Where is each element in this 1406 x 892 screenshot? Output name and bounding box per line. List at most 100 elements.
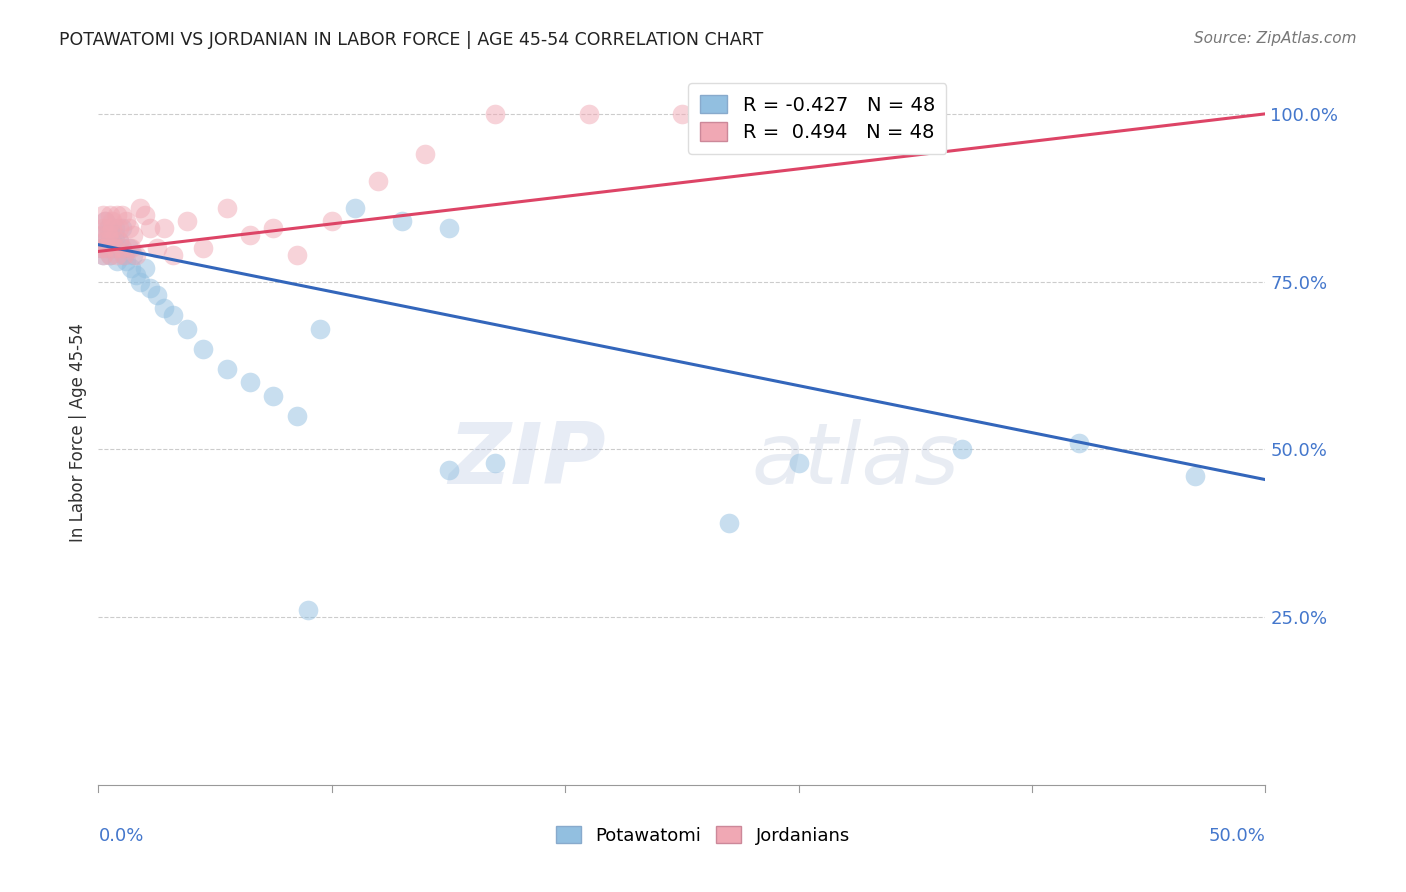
Point: [120, 261, 142, 276]
Y-axis label: In Labor Force | Age 45-54: In Labor Force | Age 45-54: [69, 323, 87, 542]
Point: [578, 107, 600, 121]
Point: [91, 221, 114, 235]
Point: [98, 207, 121, 221]
Point: [904, 107, 927, 121]
Point: [239, 227, 262, 242]
Point: [262, 221, 284, 235]
Point: [105, 248, 128, 262]
Point: [367, 174, 389, 188]
Point: [120, 241, 142, 255]
Point: [90, 241, 112, 255]
Point: [146, 288, 169, 302]
Point: [108, 221, 131, 235]
Point: [437, 462, 460, 476]
Text: 0.0%: 0.0%: [98, 827, 143, 846]
Point: [1184, 469, 1206, 483]
Point: [122, 248, 145, 262]
Point: [717, 516, 740, 531]
Legend: Potawatomi, Jordanians: Potawatomi, Jordanians: [548, 819, 858, 852]
Point: [134, 261, 156, 276]
Point: [101, 235, 124, 249]
Text: ZIP: ZIP: [449, 419, 606, 502]
Point: [193, 342, 215, 356]
Point: [139, 281, 162, 295]
Point: [162, 248, 184, 262]
Point: [94, 241, 117, 255]
Point: [94, 235, 117, 249]
Point: [111, 241, 134, 255]
Point: [104, 227, 127, 242]
Point: [105, 241, 128, 255]
Point: [101, 214, 124, 228]
Text: POTAWATOMI VS JORDANIAN IN LABOR FORCE | AGE 45-54 CORRELATION CHART: POTAWATOMI VS JORDANIAN IN LABOR FORCE |…: [59, 31, 763, 49]
Point: [98, 248, 121, 262]
Point: [413, 147, 436, 161]
Point: [97, 241, 120, 255]
Point: [321, 214, 343, 228]
Point: [97, 221, 120, 235]
Point: [239, 376, 262, 390]
Point: [125, 248, 148, 262]
Point: [1067, 435, 1090, 450]
Point: [108, 235, 131, 249]
Point: [108, 235, 131, 249]
Legend: R = -0.427   N = 48, R =  0.494   N = 48: R = -0.427 N = 48, R = 0.494 N = 48: [688, 83, 946, 154]
Text: Source: ZipAtlas.com: Source: ZipAtlas.com: [1194, 31, 1357, 46]
Point: [104, 221, 127, 235]
Point: [215, 362, 238, 376]
Point: [94, 214, 117, 228]
Point: [104, 227, 127, 242]
Point: [98, 227, 121, 242]
Point: [152, 221, 174, 235]
Point: [215, 201, 238, 215]
Point: [115, 214, 138, 228]
Point: [344, 201, 367, 215]
Point: [91, 248, 114, 262]
Point: [484, 456, 506, 470]
Point: [101, 241, 124, 255]
Point: [134, 207, 156, 221]
Point: [105, 207, 128, 221]
Point: [90, 227, 112, 242]
Point: [118, 241, 141, 255]
Point: [104, 241, 127, 255]
Point: [91, 227, 114, 242]
Point: [437, 221, 460, 235]
Point: [391, 214, 413, 228]
Point: [90, 241, 112, 255]
Point: [118, 221, 141, 235]
Point: [285, 248, 308, 262]
Point: [98, 235, 121, 249]
Point: [97, 221, 120, 235]
Point: [193, 241, 215, 255]
Point: [115, 254, 138, 268]
Point: [297, 603, 319, 617]
Point: [285, 409, 308, 423]
Point: [91, 207, 114, 221]
Point: [111, 207, 134, 221]
Point: [139, 221, 162, 235]
Text: 50.0%: 50.0%: [1209, 827, 1265, 846]
Point: [262, 389, 284, 403]
Point: [152, 301, 174, 316]
Point: [671, 107, 693, 121]
Point: [129, 275, 152, 289]
Point: [950, 442, 973, 457]
Point: [176, 214, 198, 228]
Text: atlas: atlas: [752, 419, 960, 502]
Point: [309, 321, 332, 335]
Point: [111, 241, 134, 255]
Point: [162, 308, 184, 322]
Point: [787, 456, 810, 470]
Point: [176, 321, 198, 335]
Point: [111, 221, 134, 235]
Point: [91, 248, 114, 262]
Point: [484, 107, 506, 121]
Point: [112, 248, 135, 262]
Point: [97, 227, 120, 242]
Point: [98, 248, 121, 262]
Point: [112, 248, 135, 262]
Point: [94, 235, 117, 249]
Point: [94, 214, 117, 228]
Point: [101, 221, 124, 235]
